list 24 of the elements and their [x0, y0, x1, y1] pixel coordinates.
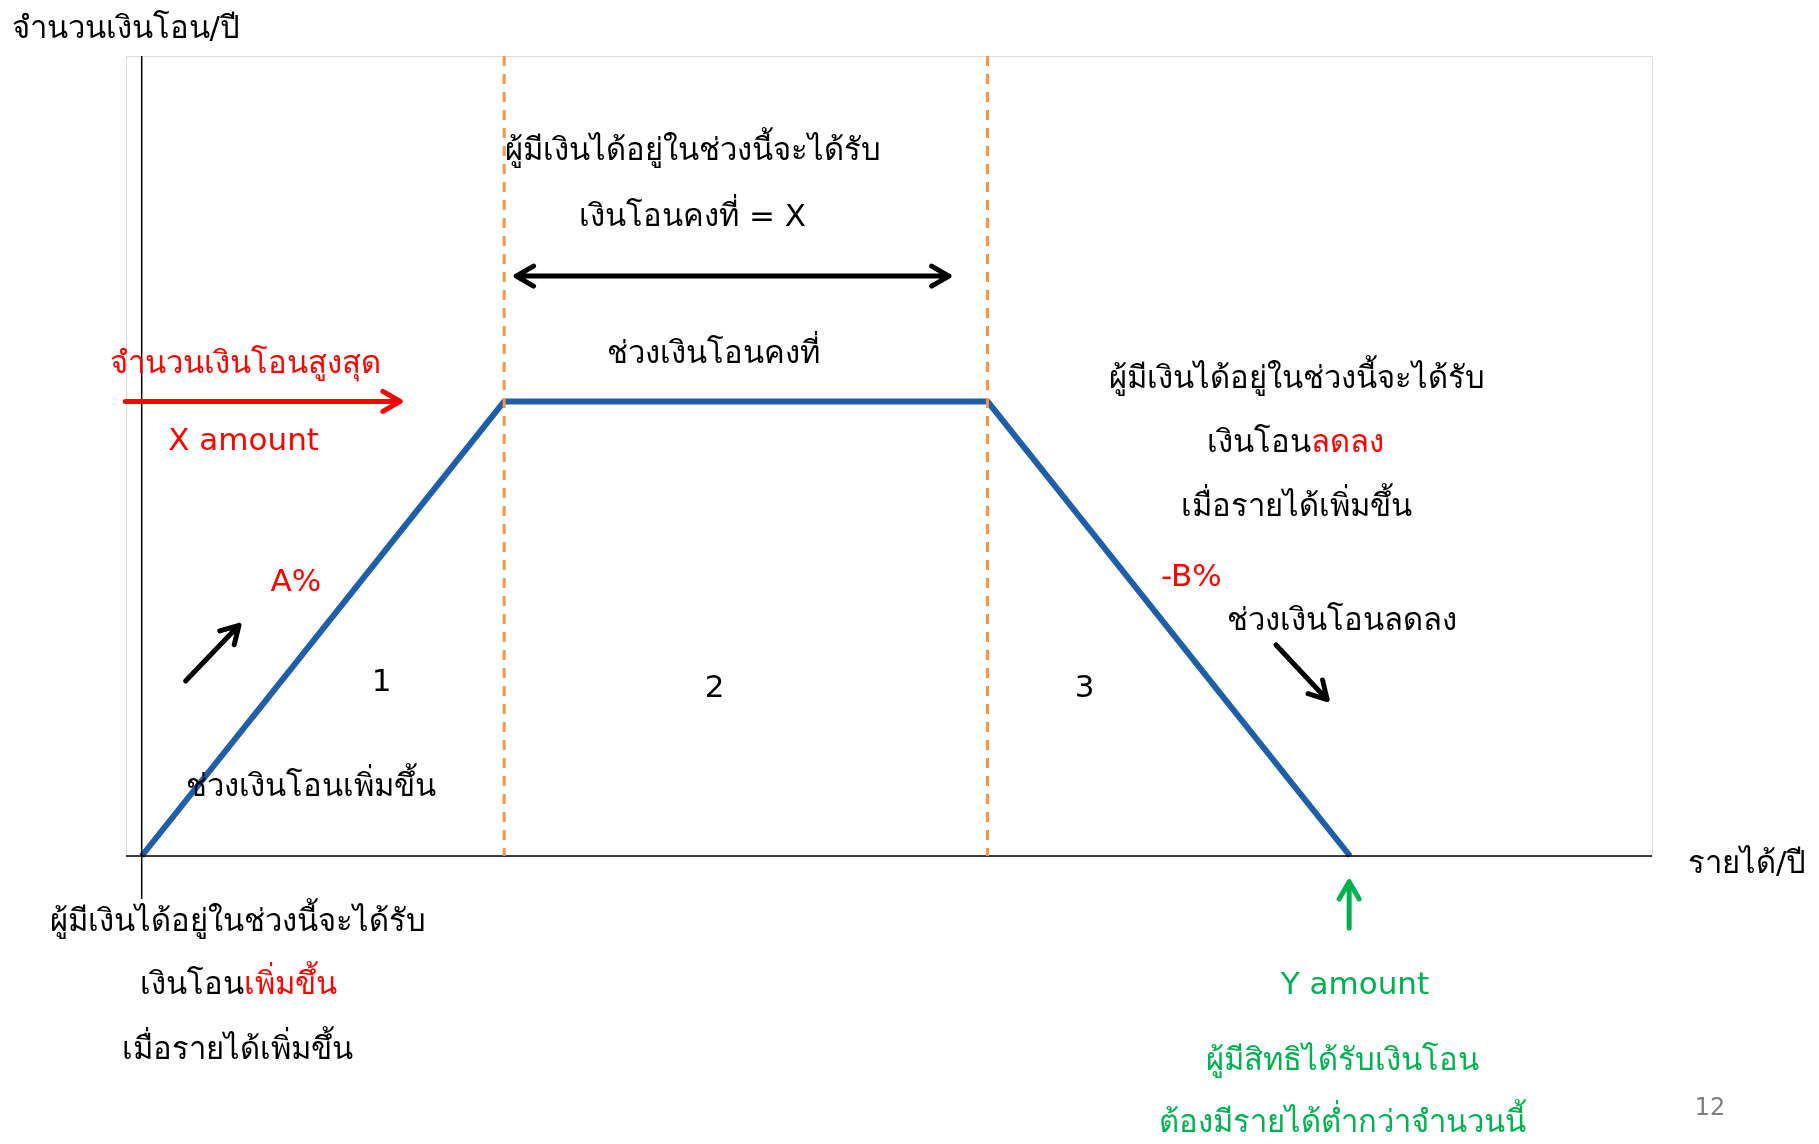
text: ผู้มีเงินได้อยู่ในช่วงนี้จะได้รับ — [49, 898, 426, 940]
text: เมื่อรายได้เพิ่มขึ้น — [122, 1025, 354, 1066]
text: ต้องมีรายได้ต่ำกว่าจำนวนนี้ — [1158, 1098, 1526, 1139]
text: เงินโอน — [139, 964, 244, 1001]
annotation: 2 — [704, 667, 725, 704]
annotation: 1 — [371, 662, 392, 699]
text: ผู้มีเงินได้อยู่ในช่วงนี้จะได้รับ — [1108, 355, 1485, 397]
text: จำนวนเงินโอน/ปี — [11, 9, 241, 45]
annotation: 3 — [1074, 667, 1095, 704]
text: ช่วงเงินโอนคงที่ — [606, 330, 820, 370]
annotation: ช่วงเงินโอนลดลง — [1227, 600, 1458, 637]
text: เงินโอนคงที่ = X — [579, 193, 807, 233]
annotation: ลดลง — [1310, 423, 1384, 460]
annotation: เมื่อรายได้เพิ่มขึ้น — [1181, 482, 1413, 523]
text: ผู้มีเงินได้อยู่ในช่วงนี้จะได้รับ — [504, 126, 881, 168]
text: เพิ่มขึ้น — [243, 960, 337, 1001]
text: 12 — [1694, 1092, 1726, 1121]
text: Y amount — [1279, 964, 1430, 1001]
annotation: X amount — [168, 420, 319, 457]
text: ผู้มีสิทธิได้รับเงินโอน — [1205, 1041, 1479, 1079]
annotation: เงินโอน — [1206, 423, 1311, 460]
text: รายได้/ปี — [1687, 844, 1807, 881]
annotation: -B% — [1160, 556, 1222, 593]
annotation: A% — [270, 562, 322, 599]
